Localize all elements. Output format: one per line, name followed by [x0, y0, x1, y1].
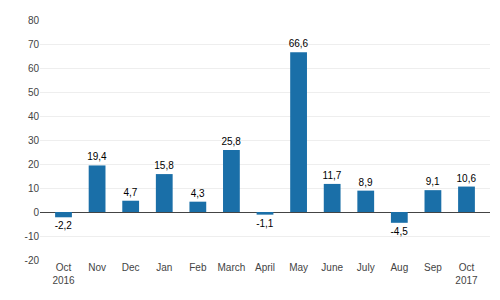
- svg-text:Feb: Feb: [189, 262, 207, 273]
- svg-text:Sep: Sep: [424, 262, 442, 273]
- svg-text:Oct2016: Oct2016: [52, 262, 75, 286]
- svg-text:June: June: [321, 262, 343, 273]
- svg-text:80: 80: [28, 15, 40, 26]
- svg-text:-4,5: -4,5: [390, 226, 408, 237]
- svg-text:40: 40: [28, 111, 40, 122]
- svg-text:Aug: Aug: [390, 262, 408, 273]
- svg-text:Dec: Dec: [122, 262, 140, 273]
- svg-text:May: May: [289, 262, 308, 273]
- svg-text:25,8: 25,8: [221, 136, 241, 147]
- svg-text:50: 50: [28, 87, 40, 98]
- svg-text:-10: -10: [25, 231, 40, 242]
- svg-text:8,9: 8,9: [359, 177, 373, 188]
- svg-text:-2,2: -2,2: [55, 220, 73, 231]
- svg-text:19,4: 19,4: [87, 151, 107, 162]
- svg-text:10,6: 10,6: [457, 173, 477, 184]
- svg-text:July: July: [357, 262, 375, 273]
- svg-text:March: March: [218, 262, 246, 273]
- svg-text:15,8: 15,8: [154, 160, 174, 171]
- svg-text:-1,1: -1,1: [256, 218, 274, 229]
- svg-text:60: 60: [28, 63, 40, 74]
- svg-text:Jan: Jan: [156, 262, 172, 273]
- svg-text:0: 0: [33, 207, 39, 218]
- svg-text:30: 30: [28, 135, 40, 146]
- svg-text:70: 70: [28, 39, 40, 50]
- svg-text:4,3: 4,3: [191, 188, 205, 199]
- svg-text:66,6: 66,6: [289, 38, 309, 49]
- svg-text:Oct2017: Oct2017: [455, 262, 478, 286]
- svg-text:Nov: Nov: [88, 262, 106, 273]
- svg-text:9,1: 9,1: [426, 176, 440, 187]
- svg-text:20: 20: [28, 159, 40, 170]
- svg-text:-20: -20: [25, 255, 40, 266]
- svg-text:4,7: 4,7: [124, 187, 138, 198]
- svg-text:10: 10: [28, 183, 40, 194]
- svg-text:11,7: 11,7: [323, 170, 342, 181]
- svg-text:April: April: [255, 262, 275, 273]
